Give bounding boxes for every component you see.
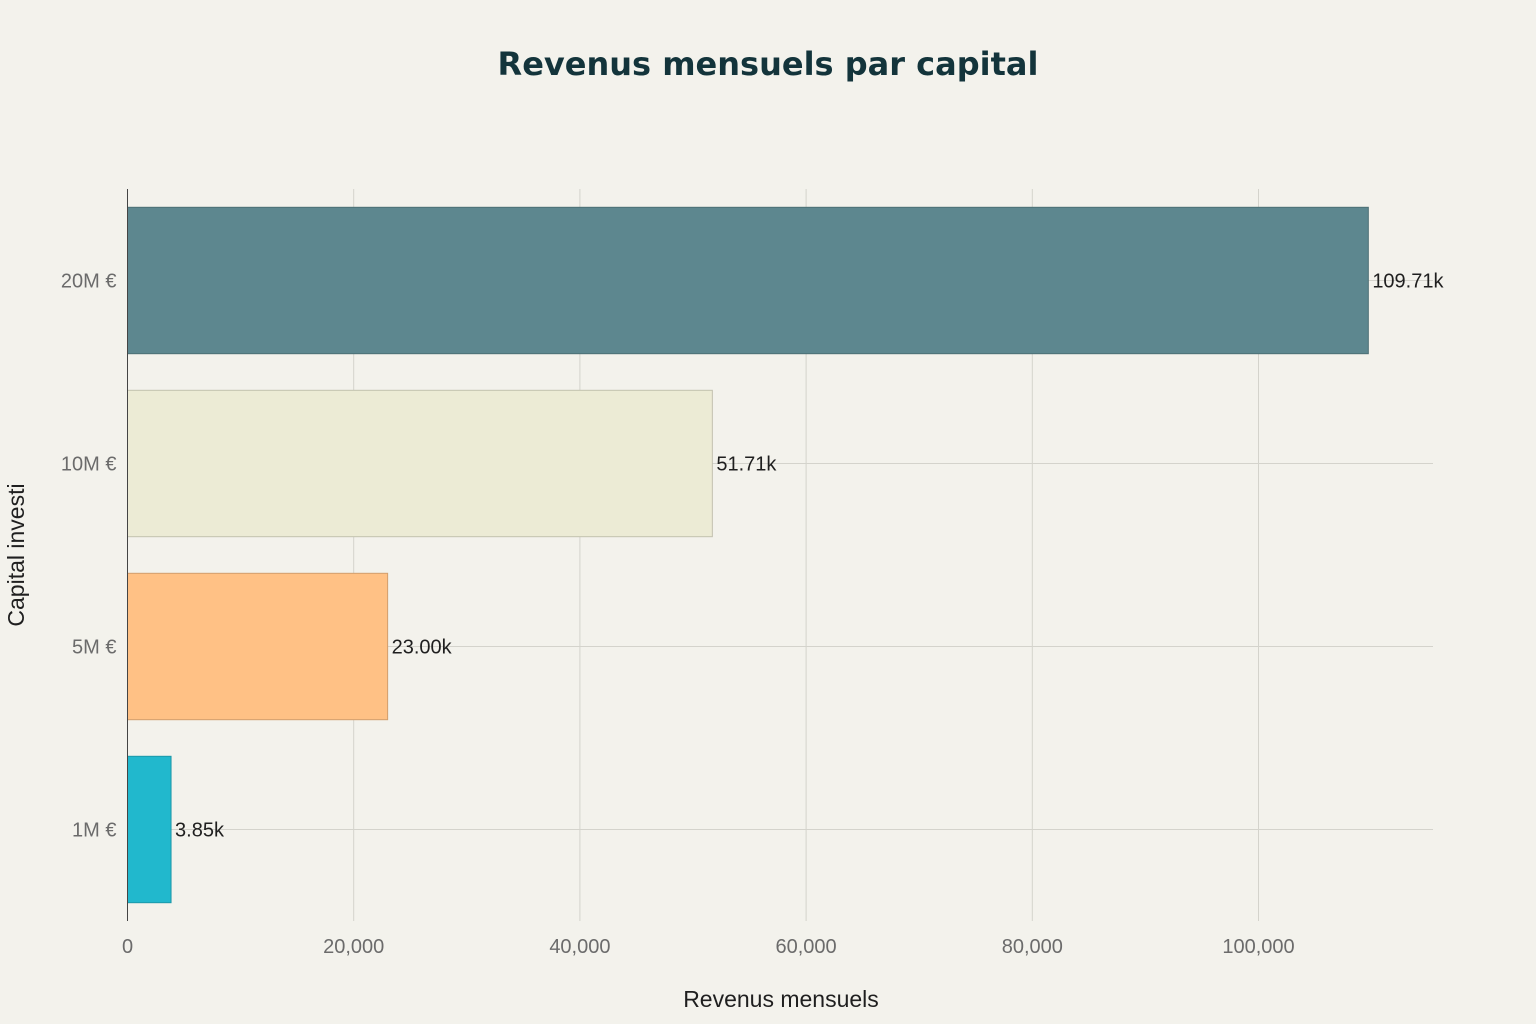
y-tick-label: 10M € (61, 454, 117, 476)
x-tick-label: 80,000 (1002, 936, 1063, 958)
bar-data-label: 23.00k (392, 637, 453, 659)
y-tick-label: 20M € (61, 271, 117, 293)
bar-data-label: 3.85k (175, 820, 225, 842)
y-tick-label: 1M € (72, 820, 116, 842)
bar (127, 572, 389, 721)
x-axis-title: Revenus mensuels (683, 986, 879, 1012)
x-tick-label: 40,000 (549, 936, 610, 958)
bars (127, 206, 1369, 904)
x-tick-label: 0 (122, 936, 133, 958)
bar-data-label: 51.71k (716, 454, 777, 476)
y-tick-labels: 1M € 5M € 10M € 20M € (61, 271, 117, 842)
x-tick-label: 60,000 (776, 936, 837, 958)
chart-title: Revenus mensuels par capital (498, 45, 1039, 83)
data-labels: 3.85k 23.00k 51.71k 109.71k (175, 271, 1444, 842)
bar-data-label: 109.71k (1372, 271, 1444, 293)
x-tick-labels: 0 20,000 40,000 60,000 80,000 100,000 (122, 936, 1295, 958)
x-tick-label: 20,000 (323, 936, 384, 958)
y-axis-title: Capital investi (3, 483, 29, 626)
bar (127, 755, 172, 904)
y-tick-label: 5M € (72, 637, 116, 659)
bar (127, 389, 713, 538)
x-tick-label: 100,000 (1222, 936, 1294, 958)
bar (127, 206, 1369, 355)
